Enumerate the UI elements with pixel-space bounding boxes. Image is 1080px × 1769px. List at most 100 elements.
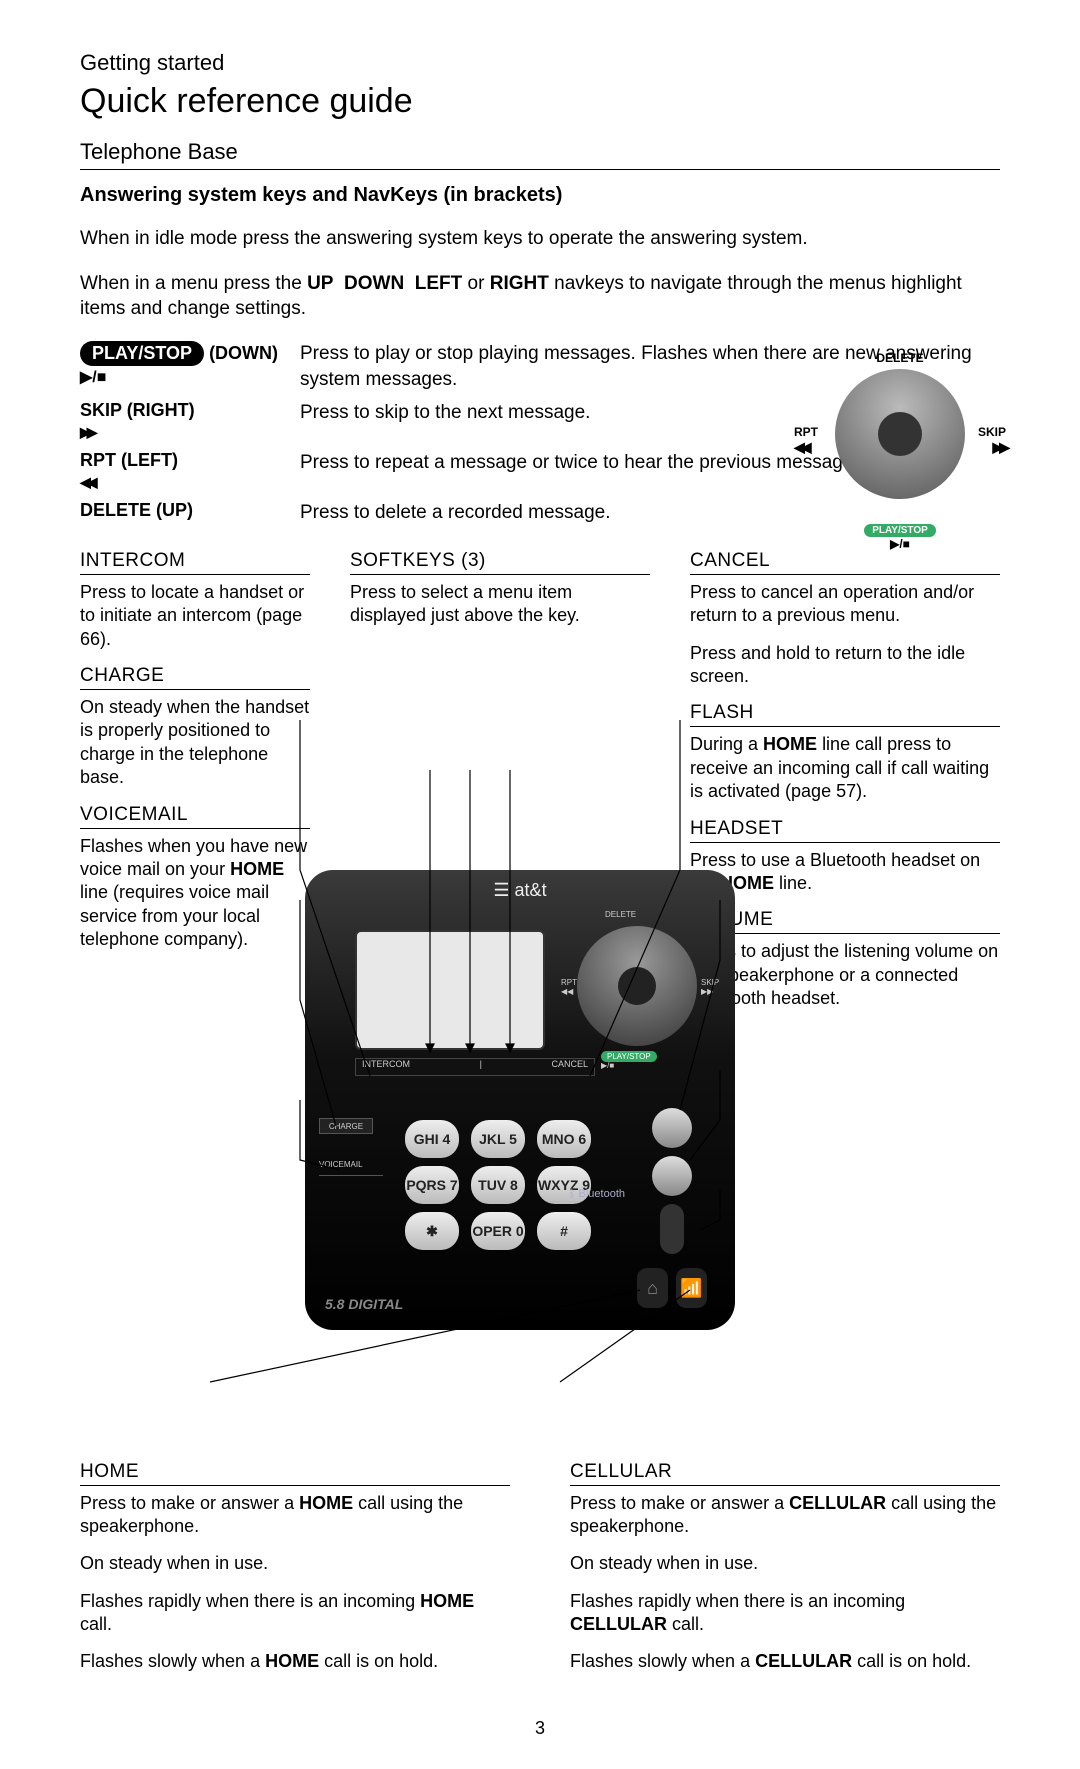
callout-text: line (requires voice mail service from y… [80,882,269,949]
key-5: JKL 5 [471,1120,525,1158]
keypad: GHI 4 JKL 5 MNO 6 PQRS 7 TUV 8 WXYZ 9 ✱ … [405,1120,591,1250]
callout-body: Press to make or answer a HOME call usin… [80,1492,510,1539]
disc-right: SKIP▶▶ [701,978,719,996]
callout-body: Flashes when you have new voice mail on … [80,835,310,952]
callout-body: On steady when in use. [80,1552,510,1575]
key-4: GHI 4 [405,1120,459,1158]
manual-page: Getting started Quick reference guide Te… [0,0,1080,1769]
navkey-diagram: DELETE RPT SKIP PLAY/STOP ▶/■ [800,355,1000,555]
callout-title-voicemail: VOICEMAIL [80,804,310,829]
kw-home: HOME [763,734,817,754]
brand-text: at&t [515,880,547,900]
voicemail-light: VOICEMAIL [319,1160,383,1176]
play-stop-icon: ▶/■ [890,537,910,551]
volume-rocker [660,1204,684,1254]
section-rule [80,169,1000,170]
skip-label: SKIP (RIGHT) [80,400,195,420]
callout-body: Press to make or answer a CELLULAR call … [570,1492,1000,1539]
key-label: PLAY/STOP (DOWN) [80,341,300,392]
callout-title-cellular: CELLULAR [570,1461,1000,1486]
callout-col-left: INTERCOM Press to locate a handset or to… [80,544,310,1025]
bar-right: CANCEL [551,1059,588,1075]
rewind-icon [80,471,94,491]
kw-down: DOWN [344,273,404,294]
kw-home: HOME [420,1591,474,1611]
navdisc-pill: PLAY/STOP [864,524,936,537]
callout-body: Press to select a menu item displayed ju… [350,581,650,628]
intro-paragraph-1: When in idle mode press the answering sy… [80,226,1000,252]
callout-body: Press to cancel an operation and/or retu… [690,581,1000,628]
rewind-icon [794,441,808,455]
page-number: 3 [80,1718,1000,1739]
callout-body: On steady when in use. [570,1552,1000,1575]
model-label: 5.8 DIGITAL [325,1296,403,1312]
key-label: SKIP (RIGHT) [80,400,300,442]
callout-title-headset: HEADSET [690,818,1000,843]
intro-paragraph-2: When in a menu press the UP DOWN LEFT or… [80,271,1000,322]
callout-body: Flashes rapidly when there is an incomin… [80,1590,510,1637]
callout-title-softkeys: SOFTKEYS (3) [350,550,650,575]
callout-title-flash: FLASH [690,702,1000,727]
callout-body: On steady when the handset is properly p… [80,696,310,790]
subheading: Answering system keys and NavKeys (in br… [80,184,1000,207]
key-label: RPT (LEFT) [80,450,300,492]
callout-body: During a HOME line call press to receive… [690,733,1000,803]
phone-body: ☰ at&t INTERCOM | CANCEL DELETE RPT◀◀ SK… [305,870,735,1330]
callout-body: Press to use a Bluetooth headset on the … [690,849,1000,896]
kw-home: HOME [230,859,284,879]
page-title: Quick reference guide [80,82,1000,121]
key-6: MNO 6 [537,1120,591,1158]
softkey-bar: INTERCOM | CANCEL [355,1058,595,1076]
intro-text: When in a menu press the [80,273,307,294]
callout-title-volume: VOLUME [690,909,1000,934]
key-label: DELETE (UP) [80,500,300,526]
disc-left: RPT◀◀ [561,978,577,996]
navdisc-left: RPT [794,425,818,456]
callout-body: Press to locate a handset or to initiate… [80,581,310,651]
disc-top: DELETE [605,910,636,919]
kw-left: LEFT [415,273,463,294]
kw-home: HOME [265,1651,319,1671]
headset-button [652,1156,692,1196]
callout-body: Press to adjust the listening volume on … [690,940,1000,1010]
key-star: ✱ [405,1212,459,1250]
play-stop-icon [80,366,106,386]
pretitle: Getting started [80,50,1000,76]
navdisc-disc [835,369,965,499]
flash-button [652,1108,692,1148]
brand-label: ☰ at&t [305,880,735,901]
phone-navdisc [577,926,697,1046]
cellular-button: 📶 [676,1268,707,1308]
home-button: ⌂ [637,1268,668,1308]
section-heading: Telephone Base [80,139,1000,165]
callout-text: line. [779,873,812,893]
kw-cellular: CELLULAR [570,1614,667,1634]
rpt-label: RPT (LEFT) [80,450,178,470]
navdisc-right: SKIP [978,425,1006,456]
key-7: PQRS 7 [405,1166,459,1204]
home-column: HOME Press to make or answer a HOME call… [80,1455,510,1688]
callout-body: Flashes rapidly when there is an incomin… [570,1590,1000,1637]
disc-bottom: PLAY/STOP▶/■ [601,1052,657,1070]
bottom-columns: HOME Press to make or answer a HOME call… [80,1455,1000,1688]
bluetooth-label: ᛒ Bluetooth [569,1188,625,1200]
kw-cellular: CELLULAR [755,1651,852,1671]
side-buttons: ⌂ 📶 [637,1100,707,1316]
navdisc-left-label: RPT [794,425,818,439]
key-hash: # [537,1212,591,1250]
playstop-pill: PLAY/STOP [80,341,204,366]
kw-home: HOME [299,1493,353,1513]
callout-title-intercom: INTERCOM [80,550,310,575]
kw-cellular: CELLULAR [789,1493,886,1513]
navdisc-bottom: PLAY/STOP ▶/■ [800,522,1000,551]
charge-light: CHARGE [319,1118,373,1134]
phone-screen [355,930,545,1050]
key-8: TUV 8 [471,1166,525,1204]
callout-text: During a [690,734,763,754]
cellular-column: CELLULAR Press to make or answer a CELLU… [570,1455,1000,1688]
kw-up: UP [307,273,333,294]
callout-body: Press and hold to return to the idle scr… [690,642,1000,689]
phone-diagram: ☰ at&t INTERCOM | CANCEL DELETE RPT◀◀ SK… [305,870,735,1360]
callout-title-charge: CHARGE [80,665,310,690]
intro-text: or [468,273,490,294]
